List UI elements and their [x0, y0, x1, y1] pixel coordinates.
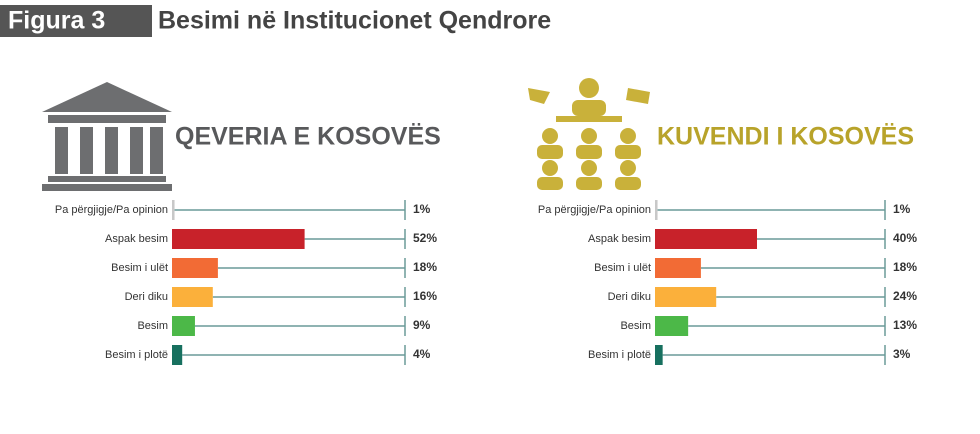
value-label: 24% — [893, 289, 917, 303]
bar — [655, 258, 701, 278]
value-label: 16% — [413, 289, 437, 303]
bar — [172, 258, 218, 278]
category-label: Besim — [137, 320, 168, 332]
value-label: 9% — [413, 318, 431, 332]
bar — [172, 229, 305, 249]
value-label: 40% — [893, 231, 917, 245]
chart-title: KUVENDI I KOSOVËS — [657, 123, 914, 151]
category-label: Aspak besim — [588, 233, 651, 245]
value-label: 3% — [893, 347, 911, 361]
chart-title: QEVERIA E KOSOVËS — [175, 123, 441, 151]
category-label: Pa përgjigje/Pa opinion — [55, 204, 168, 216]
bar — [655, 345, 663, 365]
figure-title: Besimi në Institucionet Qendrore — [158, 7, 551, 35]
bar — [655, 316, 689, 336]
bar — [655, 200, 658, 220]
category-label: Besim i plotë — [588, 349, 651, 361]
bar — [655, 287, 717, 307]
figure-label: Figura 3 — [8, 7, 105, 35]
value-label: 52% — [413, 231, 437, 245]
category-label: Besim i ulët — [594, 262, 651, 274]
value-label: 1% — [893, 202, 911, 216]
figure-label-box — [0, 5, 152, 37]
category-label: Pa përgjigje/Pa opinion — [538, 204, 651, 216]
government-icon — [42, 82, 172, 191]
value-label: 13% — [893, 318, 917, 332]
bar — [655, 229, 757, 249]
value-label: 1% — [413, 202, 431, 216]
category-label: Aspak besim — [105, 233, 168, 245]
bar — [172, 345, 183, 365]
category-label: Besim i plotë — [105, 349, 168, 361]
bar — [172, 200, 175, 220]
value-label: 4% — [413, 347, 431, 361]
value-label: 18% — [413, 260, 437, 274]
category-label: Deri diku — [608, 291, 651, 303]
parliament-icon — [528, 78, 650, 190]
bar — [172, 287, 213, 307]
category-label: Besim — [620, 320, 651, 332]
category-label: Besim i ulët — [111, 262, 168, 274]
value-label: 18% — [893, 260, 917, 274]
bar — [172, 316, 195, 336]
category-label: Deri diku — [125, 291, 168, 303]
